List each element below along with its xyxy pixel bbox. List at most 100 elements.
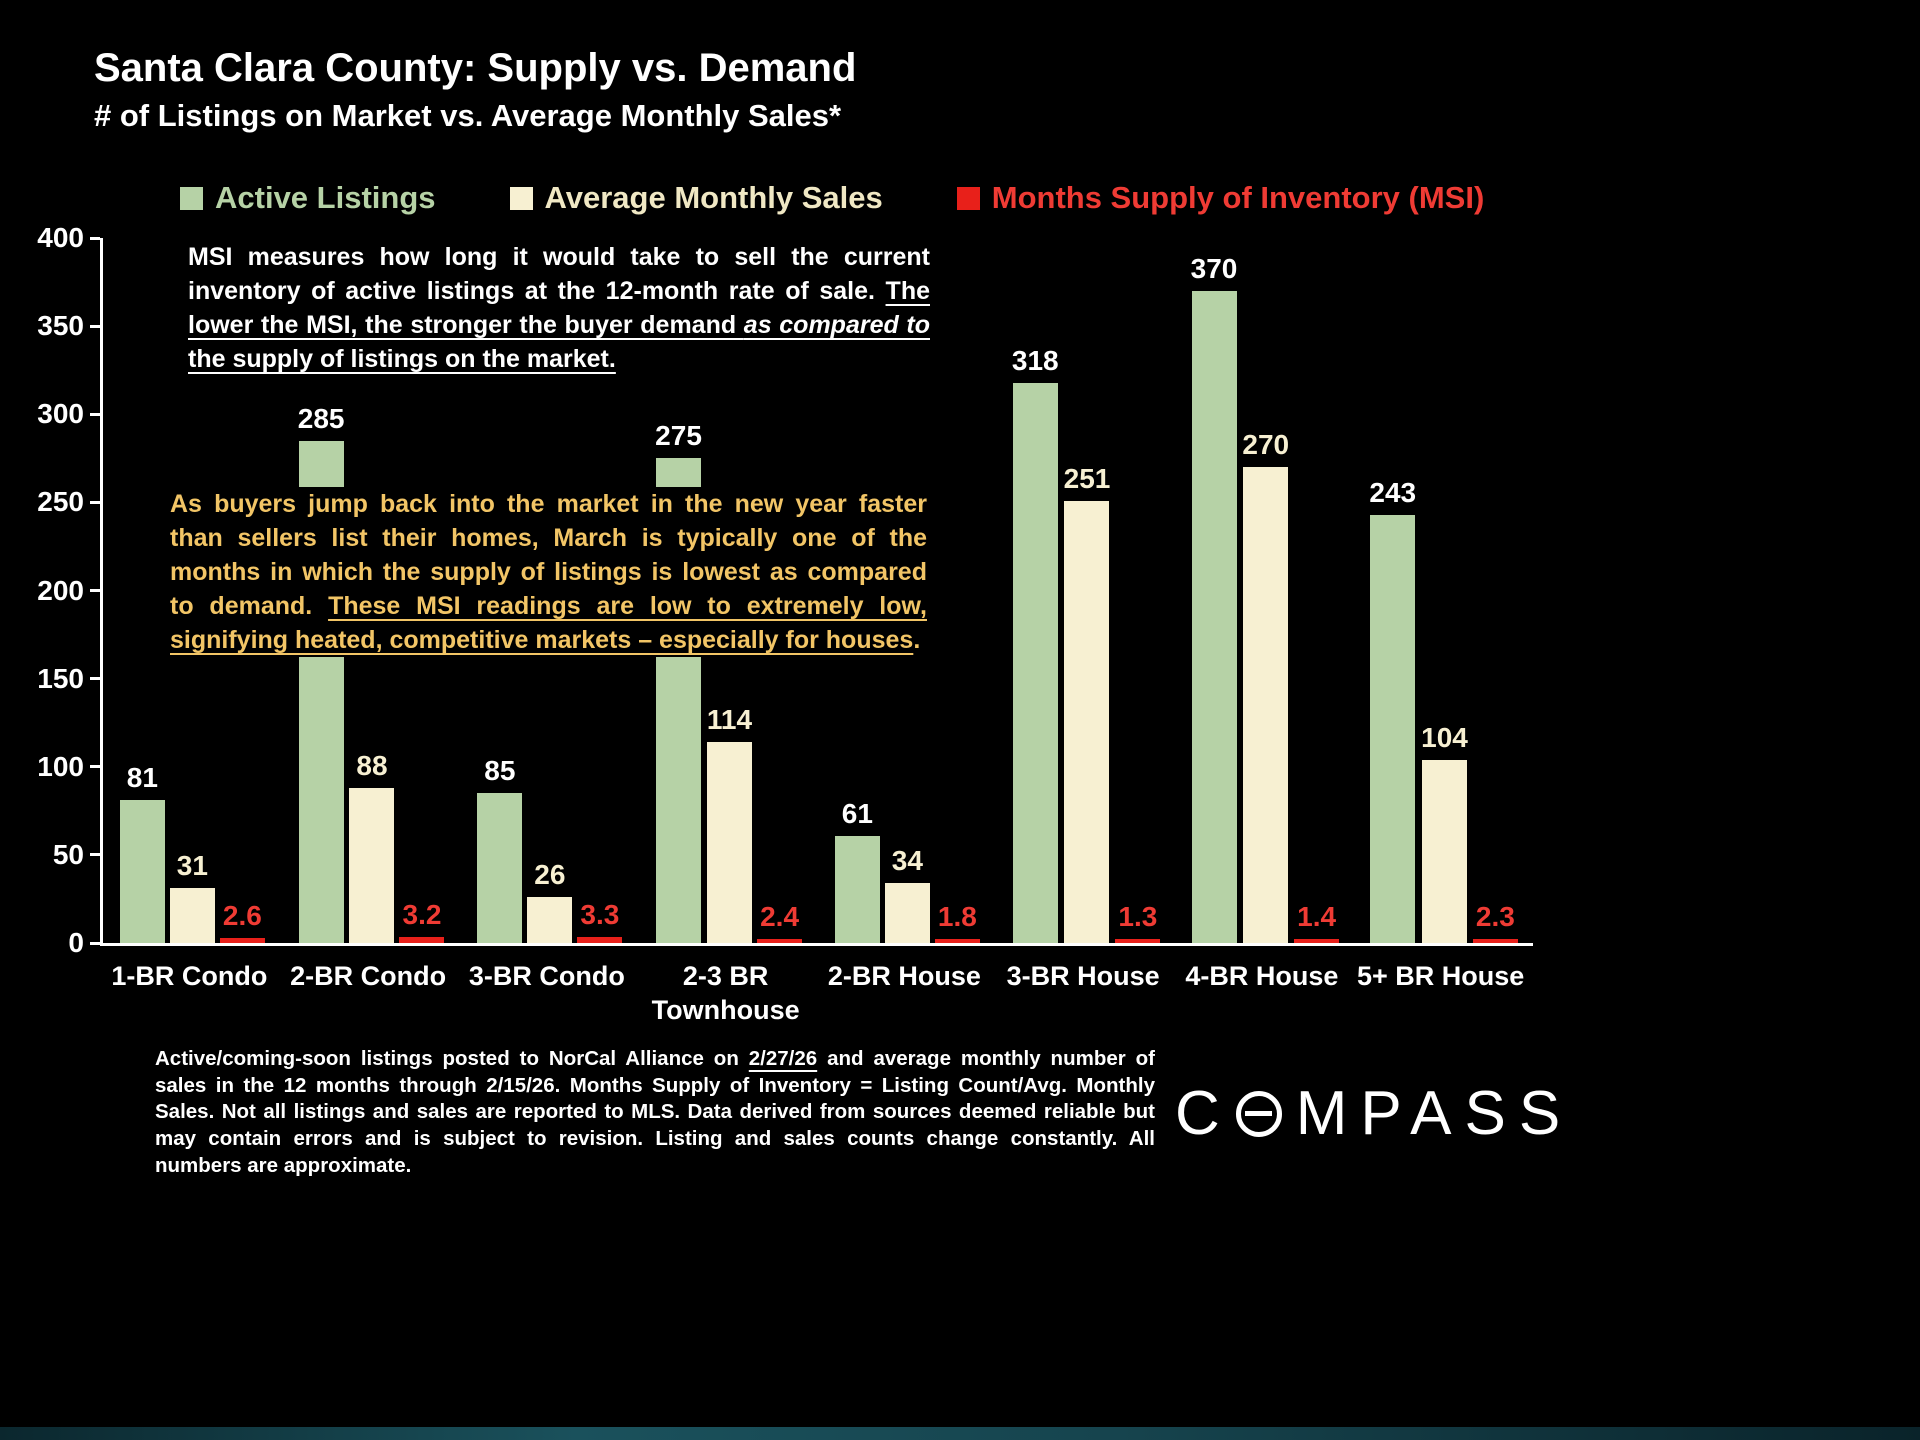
x-axis-label: 1-BR Condo bbox=[111, 961, 268, 991]
y-tick-mark bbox=[90, 677, 100, 681]
plot-area: 81 31 2.6 285 88 3.2 85 26 3.3 275 114 2.4 61 34 1.8 31… bbox=[100, 238, 1533, 946]
page-title: Santa Clara County: Supply vs. Demand bbox=[94, 46, 857, 90]
bar-cell: 3.3 bbox=[577, 899, 623, 943]
bar-value-label: 2.3 bbox=[1475, 900, 1515, 932]
bar-value-label: 1.3 bbox=[1118, 901, 1158, 932]
bar-value-label: 3.2 bbox=[402, 899, 442, 931]
bar-avg-monthly-sales bbox=[1243, 467, 1289, 943]
bar-cell: 81 bbox=[119, 762, 165, 943]
bar-active-listings bbox=[1191, 290, 1237, 943]
y-tick-label: 200 bbox=[37, 574, 84, 606]
bar-cell: 85 bbox=[477, 755, 523, 943]
x-axis-label: 2-3 BR Townhouse bbox=[651, 961, 800, 1025]
bar-avg-monthly-sales bbox=[706, 742, 752, 943]
y-tick-mark bbox=[90, 324, 100, 328]
bar-msi bbox=[934, 939, 980, 943]
y-tick-mark bbox=[90, 853, 100, 857]
bar-active-listings bbox=[1370, 514, 1416, 943]
x-axis-label: 4-BR House bbox=[1185, 961, 1339, 991]
x-axis-label: 2-BR House bbox=[827, 961, 981, 991]
bar-cell: 1.3 bbox=[1115, 901, 1161, 943]
y-tick-label: 150 bbox=[37, 662, 84, 694]
compass-logo-o-icon bbox=[1235, 1090, 1282, 1137]
y-tick-label: 350 bbox=[37, 310, 84, 342]
footnote-text: Active/coming-soon listings posted to No… bbox=[155, 1047, 749, 1070]
x-axis-label: 3-BR Condo bbox=[468, 961, 625, 991]
bar-cell: 3.2 bbox=[399, 899, 445, 943]
compass-logo: C MPASS bbox=[1175, 1078, 1573, 1149]
bar-group: 61 34 1.8 bbox=[834, 797, 980, 943]
x-axis-label: 5+ BR House bbox=[1356, 961, 1525, 991]
bottom-accent-bar bbox=[0, 1427, 1920, 1440]
market-note-text: As buyers jump back into the market in t… bbox=[170, 490, 927, 620]
legend-label-avg-monthly-sales: Average Monthly Sales bbox=[544, 180, 883, 215]
bar-cell: 114 bbox=[707, 706, 752, 943]
bar-value-label: 243 bbox=[1369, 476, 1417, 508]
bar-active-listings bbox=[119, 800, 165, 943]
bar-group: 285 88 3.2 bbox=[297, 402, 445, 943]
y-tick-label: 250 bbox=[37, 486, 84, 518]
y-tick-label: 0 bbox=[68, 927, 84, 958]
x-axis-label: 3-BR House bbox=[1006, 961, 1160, 991]
bar-group-slot: 85 26 3.3 bbox=[461, 757, 640, 943]
bar-value-label: 318 bbox=[1011, 344, 1059, 376]
bar-cell: 285 bbox=[297, 402, 345, 943]
y-tick-label: 100 bbox=[37, 750, 84, 782]
bar-avg-monthly-sales bbox=[1064, 500, 1110, 943]
bar-value-label: 1.8 bbox=[937, 901, 977, 932]
legend-label-msi: Months Supply of Inventory (MSI) bbox=[991, 180, 1485, 215]
bar-cell: 1.8 bbox=[934, 901, 980, 943]
legend-swatch-avg-monthly-sales bbox=[509, 186, 533, 210]
bar-value-label: 34 bbox=[891, 845, 923, 877]
footnote: Active/coming-soon listings posted to No… bbox=[155, 1046, 1155, 1179]
market-note-underlined: These MSI readings are low to extremely … bbox=[170, 592, 927, 654]
bar-cell: 104 bbox=[1421, 721, 1468, 943]
bar-value-label: 114 bbox=[706, 704, 753, 736]
bar-cell: 88 bbox=[349, 751, 395, 943]
bar-cell: 270 bbox=[1242, 431, 1289, 943]
bar-value-label: 31 bbox=[176, 850, 208, 882]
bar-value-label: 1.4 bbox=[1297, 901, 1337, 932]
bar-cell: 318 bbox=[1011, 344, 1059, 943]
bar-cell: 2.4 bbox=[757, 902, 803, 943]
legend-label-active-listings: Active Listings bbox=[215, 180, 436, 215]
bar-cell: 370 bbox=[1191, 254, 1237, 943]
market-note-period: . bbox=[913, 626, 921, 654]
x-axis-label: 2-BR Condo bbox=[290, 961, 447, 991]
bar-avg-monthly-sales bbox=[1421, 759, 1467, 943]
market-commentary-note: As buyers jump back into the market in t… bbox=[170, 487, 927, 657]
legend: Active Listings Average Monthly Sales Mo… bbox=[180, 180, 1484, 216]
bar-value-label: 270 bbox=[1242, 429, 1290, 461]
page-subtitle: # of Listings on Market vs. Average Mont… bbox=[94, 98, 842, 133]
x-axis-labels: 1-BR Condo 2-BR Condo 3-BR Condo 2-3 BR Tow… bbox=[100, 960, 1530, 1028]
bar-group: 243 104 2.3 bbox=[1369, 476, 1518, 943]
bar-msi bbox=[1294, 939, 1340, 943]
bar-value-label: 285 bbox=[297, 402, 345, 434]
bar-avg-monthly-sales bbox=[169, 888, 215, 943]
bar-msi bbox=[577, 937, 623, 943]
compass-logo-c: C bbox=[1175, 1079, 1233, 1148]
bar-value-label: 104 bbox=[1421, 721, 1468, 753]
y-tick-mark bbox=[90, 941, 100, 945]
footnote-text-2: and average monthly number of sales in t… bbox=[155, 1047, 1155, 1177]
bar-group-slot: 370 270 1.4 bbox=[1176, 254, 1355, 943]
bar-cell: 251 bbox=[1063, 462, 1111, 943]
bar-value-label: 85 bbox=[484, 755, 516, 787]
bar-value-label: 61 bbox=[841, 797, 873, 829]
y-tick-mark bbox=[90, 589, 100, 592]
bar-value-label: 251 bbox=[1063, 462, 1111, 494]
bar-cell: 34 bbox=[884, 845, 930, 943]
bar-value-label: 2.6 bbox=[222, 900, 262, 932]
bar-avg-monthly-sales bbox=[349, 787, 395, 943]
bar-value-label: 81 bbox=[126, 762, 158, 794]
footnote-date: 2/27/26 bbox=[748, 1047, 818, 1070]
bar-group: 318 251 1.3 bbox=[1011, 344, 1161, 943]
msi-note-text: MSI measures how long it would take to s… bbox=[188, 243, 930, 305]
bar-value-label: 26 bbox=[534, 859, 566, 891]
bar-avg-monthly-sales bbox=[884, 883, 930, 943]
y-tick-mark bbox=[90, 236, 100, 240]
y-axis: 400 350 300 250 200 150 100 50 0 bbox=[0, 222, 100, 958]
bar-value-label: 3.3 bbox=[580, 899, 620, 931]
bar-cell: 1.4 bbox=[1294, 901, 1340, 943]
